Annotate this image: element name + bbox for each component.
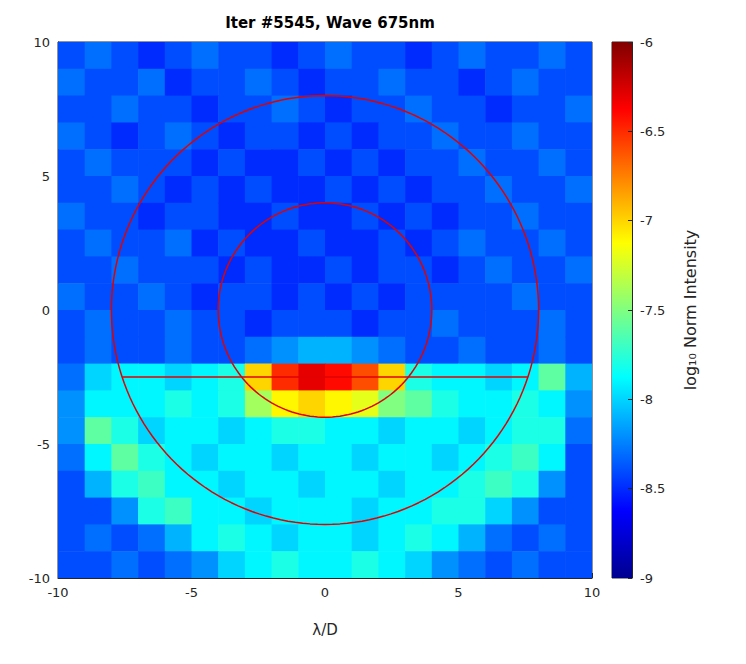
svg-text:-10: -10 xyxy=(29,571,50,586)
svg-text:10: 10 xyxy=(33,35,50,50)
svg-text:5: 5 xyxy=(454,585,462,600)
svg-text:-5: -5 xyxy=(37,437,50,452)
svg-text:λ/D: λ/D xyxy=(312,621,337,639)
svg-text:-7: -7 xyxy=(640,213,653,228)
svg-text:-10: -10 xyxy=(47,585,68,600)
svg-text:-6.5: -6.5 xyxy=(640,124,665,139)
svg-text:-6: -6 xyxy=(640,35,653,50)
svg-text:-8: -8 xyxy=(640,392,653,407)
svg-text:0: 0 xyxy=(42,303,50,318)
svg-text:-8.5: -8.5 xyxy=(640,481,665,496)
svg-text:Iter #5545, Wave 675nm: Iter #5545, Wave 675nm xyxy=(225,14,435,32)
svg-text:5: 5 xyxy=(42,169,50,184)
svg-text:-9: -9 xyxy=(640,571,653,586)
svg-text:log₁₀ Norm Intensity: log₁₀ Norm Intensity xyxy=(681,230,700,391)
svg-text:0: 0 xyxy=(321,585,329,600)
svg-text:-5: -5 xyxy=(185,585,198,600)
svg-text:10: 10 xyxy=(584,585,601,600)
svg-text:-7.5: -7.5 xyxy=(640,303,665,318)
